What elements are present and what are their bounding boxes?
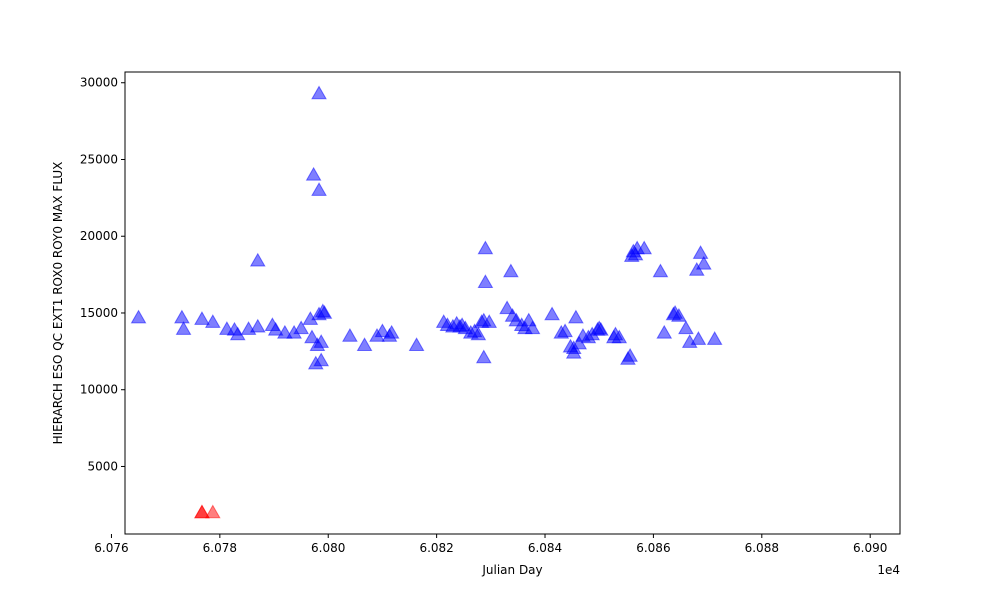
- data-point: [194, 504, 210, 519]
- data-point: [524, 320, 541, 335]
- data-point: [313, 352, 330, 367]
- data-point: [383, 324, 400, 339]
- data-point: [692, 245, 709, 259]
- data-point: [557, 323, 573, 338]
- data-point: [706, 331, 723, 345]
- data-point: [130, 309, 147, 324]
- data-point: [656, 324, 673, 339]
- data-point: [249, 318, 266, 333]
- data-point: [204, 504, 221, 519]
- x-tick-label: 6.078: [203, 541, 237, 555]
- y-axis-ticks: 5000 10000 15000 20000 25000 30000: [80, 76, 125, 473]
- y-tick-label: 25000: [80, 152, 118, 166]
- data-point: [477, 274, 494, 289]
- data-point: [690, 331, 707, 345]
- x-axis-offset-label: 1e4: [877, 563, 900, 577]
- data-point: [174, 309, 190, 324]
- data-point: [544, 306, 560, 321]
- data-point: [204, 314, 221, 328]
- data-point: [503, 263, 519, 278]
- data-point: [313, 334, 330, 348]
- data-point: [611, 329, 628, 344]
- data-point: [175, 321, 192, 335]
- y-tick-label: 30000: [80, 76, 118, 90]
- x-tick-label: 6.086: [636, 541, 670, 555]
- data-point: [470, 326, 487, 341]
- y-tick-label: 5000: [87, 459, 118, 473]
- data-point: [592, 321, 609, 336]
- data-markers: [130, 85, 723, 519]
- data-point: [342, 327, 358, 342]
- data-point: [695, 255, 712, 270]
- data-point: [305, 166, 322, 181]
- data-point: [636, 240, 653, 255]
- x-tick-label: 6.080: [311, 541, 345, 555]
- x-tick-label: 6.088: [745, 541, 779, 555]
- data-point: [293, 320, 309, 335]
- data-point: [408, 337, 425, 351]
- data-point: [194, 311, 210, 325]
- data-point: [499, 300, 515, 315]
- data-point: [311, 85, 327, 100]
- plot-frame: [124, 71, 901, 535]
- data-point: [622, 347, 638, 362]
- x-tick-label: 6.090: [853, 541, 887, 555]
- data-point: [311, 182, 327, 196]
- data-point: [356, 337, 373, 351]
- y-axis-label: HIERARCH ESO QC EXT1 ROX0 ROY0 MAX FLUX: [51, 162, 65, 445]
- data-point: [249, 252, 266, 267]
- data-point: [568, 309, 584, 324]
- y-tick-label: 20000: [80, 229, 118, 243]
- data-point: [229, 326, 246, 341]
- x-axis-label: Julian Day: [481, 563, 542, 577]
- data-point: [481, 314, 498, 328]
- data-point: [477, 240, 494, 255]
- y-tick-label: 15000: [80, 306, 118, 320]
- x-tick-label: 6.084: [528, 541, 562, 555]
- data-point: [267, 321, 284, 336]
- data-point: [475, 349, 492, 364]
- x-tick-label: 6.076: [94, 541, 128, 555]
- data-point: [374, 323, 391, 338]
- data-point: [671, 308, 687, 322]
- data-point: [304, 329, 320, 344]
- y-tick-label: 10000: [80, 383, 118, 397]
- data-point: [678, 320, 694, 335]
- x-tick-label: 6.082: [419, 541, 453, 555]
- data-point: [652, 263, 669, 278]
- x-axis-ticks: 6.076 6.078 6.080 6.082 6.084 6.086 6.088 6.090: [94, 534, 887, 555]
- data-point: [316, 304, 333, 319]
